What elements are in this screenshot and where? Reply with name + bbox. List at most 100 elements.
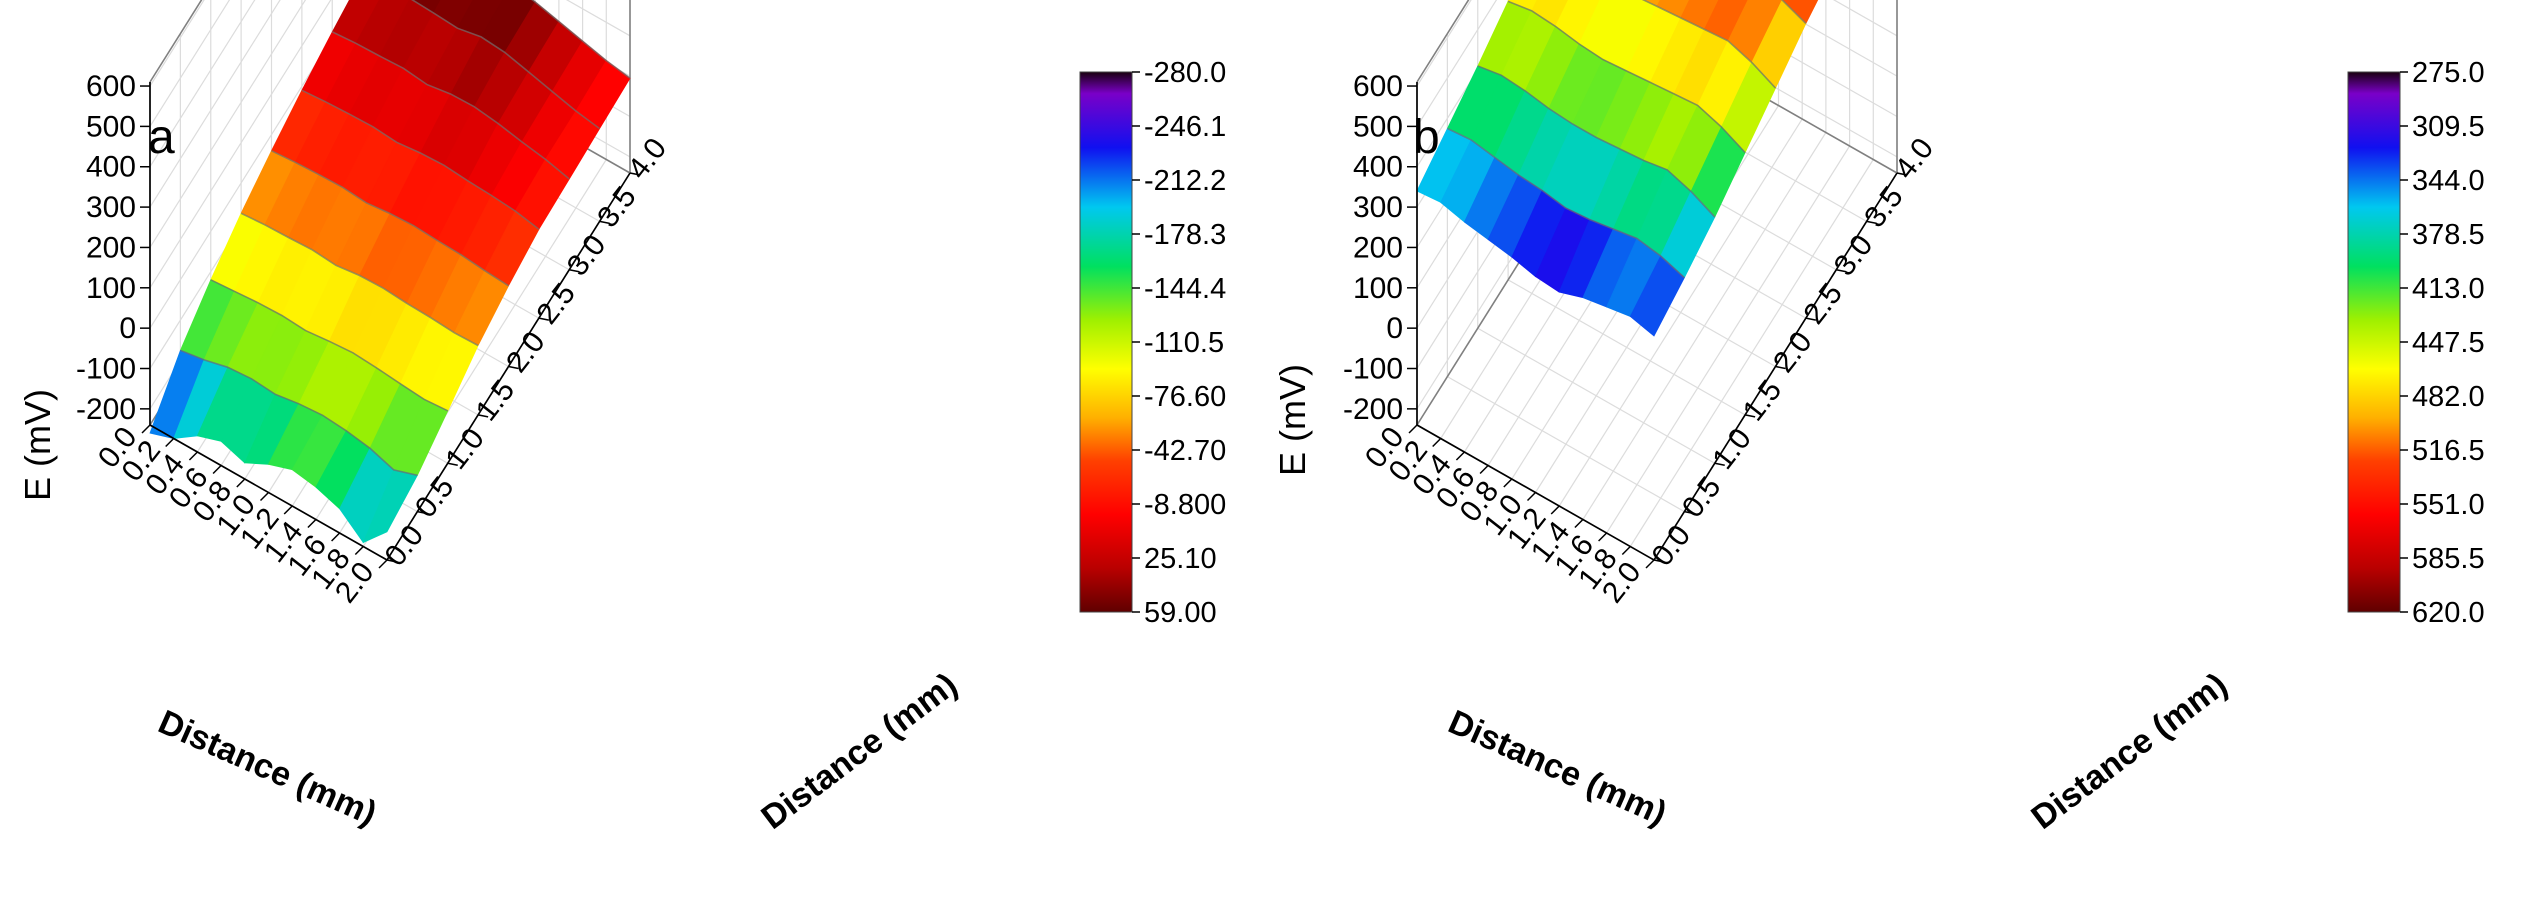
panel-a-colorbar: -280.0 -246.1 -212.2 -178.3 -144.4 -110.5 -76.… <box>1079 57 1226 629</box>
z-tick-label: 500 <box>86 110 136 143</box>
contour-line <box>1477 65 1716 218</box>
colorbar-label: 413.0 <box>2412 273 2485 305</box>
z-tick-label: -100 <box>76 353 136 386</box>
z-tick-label: -200 <box>76 393 136 426</box>
colorbar-label: 59.00 <box>1144 597 1217 629</box>
floor-grid-line <box>1507 279 1746 416</box>
x-tick-mark <box>1550 505 1560 515</box>
x-tick-mark <box>1645 559 1655 569</box>
x-tick-mark <box>378 559 388 569</box>
x-tick-mark <box>1455 451 1465 461</box>
y-tick-mark <box>1836 269 1847 273</box>
panel-b-x-ticks: 0.00.20.40.60.81.01.21.41.61.82.0 <box>1359 421 1655 609</box>
colorbar-label: -144.4 <box>1144 273 1226 305</box>
z-tick-label: 500 <box>1353 110 1403 143</box>
y-tick-label: 3.5 <box>1858 180 1910 233</box>
colorbar-label: 378.5 <box>2412 219 2485 251</box>
contour-line <box>331 31 570 180</box>
colorbar-label: 482.0 <box>2412 381 2485 413</box>
contour-line <box>271 150 509 287</box>
panel-a-contours <box>180 0 631 477</box>
colorbar-label: -110.5 <box>1144 327 1224 359</box>
contour-line <box>301 89 540 230</box>
wall-grid-line <box>149 0 281 208</box>
colorbar-label: -8.800 <box>1144 489 1226 521</box>
colorbar-gradient <box>2347 71 2401 613</box>
colorbar-label: -280.0 <box>1144 57 1226 89</box>
panel-b-letter: b <box>1413 111 1440 164</box>
x-tick-mark <box>188 451 198 461</box>
y-tick-mark <box>599 220 610 225</box>
z-tick-label: -200 <box>1343 393 1403 426</box>
y-tick-label: 1.5 <box>1737 374 1789 427</box>
y-tick-mark <box>569 269 580 273</box>
y-tick-label: 0.5 <box>409 471 461 524</box>
colorbar-label: 309.5 <box>2412 111 2485 143</box>
panel-a-x-axis-title: Distance (mm) <box>153 703 382 833</box>
z-tick-label: 400 <box>1353 151 1403 184</box>
panel-b: 600 500 400 300 200 100 0 -100 -200 0.00.20.40.6… <box>1272 0 2485 837</box>
z-tick-label: 600 <box>86 70 136 103</box>
z-tick-label: 200 <box>86 231 136 264</box>
x-tick-mark <box>283 505 293 515</box>
contour-line <box>411 0 601 130</box>
z-tick-label: -100 <box>1343 353 1403 386</box>
x-tick-mark <box>1526 491 1537 502</box>
z-tick-label: 300 <box>86 191 136 224</box>
y-tick-mark <box>1805 317 1817 321</box>
wall-grid-line <box>149 0 307 248</box>
y-tick-label: 2.0 <box>500 326 552 379</box>
y-tick-label: 3.0 <box>1828 229 1880 282</box>
colorbar-label: 447.5 <box>2412 327 2485 359</box>
panel-b-contours <box>1447 0 1807 279</box>
colorbar-label: 585.5 <box>2412 543 2485 575</box>
x-tick-mark <box>331 532 341 542</box>
x-tick-mark <box>1574 518 1584 529</box>
y-tick-mark <box>386 559 398 563</box>
y-tick-mark <box>1775 365 1786 370</box>
x-tick-mark <box>1621 545 1631 556</box>
colorbar-label: 620.0 <box>2412 597 2485 629</box>
panel-b-z-axis-title: E (mV) <box>1272 364 1313 476</box>
y-tick-label: 1.0 <box>439 422 491 475</box>
y-tick-mark <box>1714 462 1725 466</box>
x-tick-mark <box>1479 464 1489 475</box>
colorbar-label: 25.10 <box>1144 543 1217 575</box>
y-tick-label: 2.5 <box>530 277 582 330</box>
y-tick-label: 1.5 <box>470 374 522 427</box>
x-tick-mark <box>307 518 317 529</box>
colorbar-label: 516.5 <box>2412 435 2485 467</box>
contour-line <box>1507 0 1746 154</box>
axis-edge <box>149 0 203 83</box>
x-tick-mark <box>1598 532 1608 542</box>
y-tick-label: 1.0 <box>1706 422 1758 475</box>
y-tick-mark <box>477 414 489 418</box>
x-tick-mark <box>259 491 270 502</box>
y-tick-mark <box>417 510 428 515</box>
y-tick-mark <box>1653 559 1665 563</box>
y-tick-label: 0.0 <box>1646 519 1698 572</box>
colorbar-gradient <box>1079 71 1133 613</box>
y-tick-mark <box>1744 414 1756 418</box>
panel-b-colorbar: 275.0 309.5 344.0 378.5 413.0 447.5 482.0 516.5… <box>2347 57 2485 629</box>
z-tick-label: 400 <box>86 151 136 184</box>
y-tick-mark <box>629 172 641 176</box>
panel-a-letter: a <box>148 111 175 164</box>
wall-grid-line <box>149 0 256 168</box>
contour-line <box>531 0 631 79</box>
colorbar-label: -178.3 <box>1144 219 1226 251</box>
panel-b-surface <box>1416 0 1819 337</box>
z-tick-label: 0 <box>1386 312 1403 345</box>
wall-grid-line <box>149 0 631 289</box>
floor-grid-line <box>1447 376 1685 513</box>
colorbar-label: 551.0 <box>2412 489 2485 521</box>
z-tick-label: 300 <box>1353 191 1403 224</box>
floor-grid-line <box>1477 327 1716 464</box>
colorbar-label: -42.70 <box>1144 435 1226 467</box>
contour-line <box>240 212 479 347</box>
y-tick-mark <box>1896 172 1908 176</box>
y-tick-mark <box>447 462 458 466</box>
x-tick-mark <box>1503 478 1513 488</box>
y-tick-label: 2.5 <box>1797 277 1849 330</box>
